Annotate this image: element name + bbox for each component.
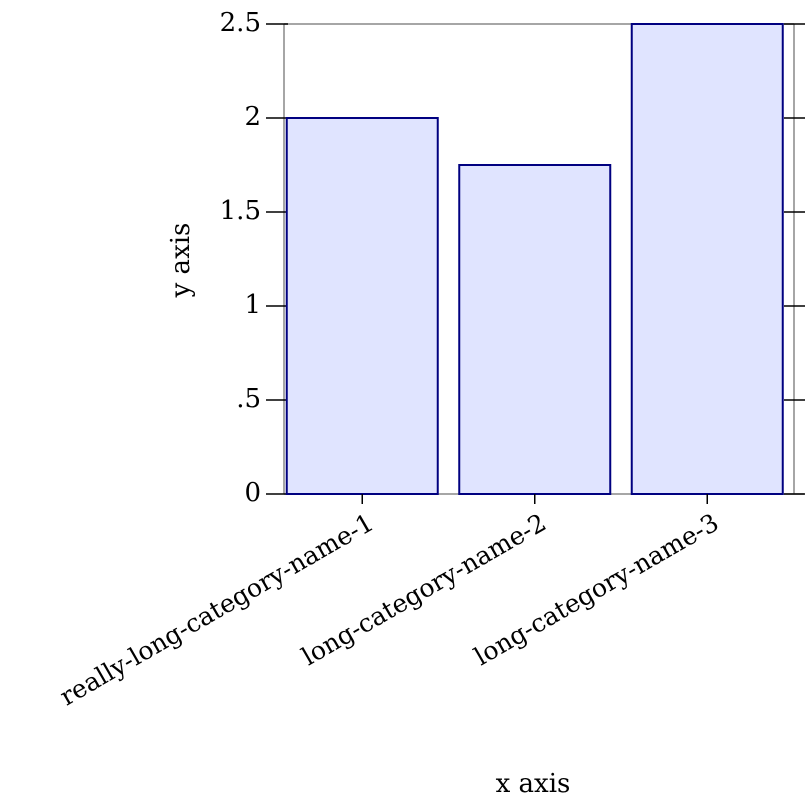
y-tick-label: 0 (244, 478, 261, 508)
x-axis-label: x axis (496, 769, 571, 799)
y-tick-label: .5 (236, 384, 261, 414)
y-tick-label: 1 (244, 290, 261, 320)
y-tick-label: 1.5 (220, 196, 261, 226)
bar (285, 117, 439, 495)
y-tick-label: 2.5 (220, 8, 261, 38)
bar (630, 23, 784, 495)
bar (458, 164, 612, 495)
y-tick-label: 2 (244, 102, 261, 132)
x-tick-label: really-long-category-name-1 (55, 508, 379, 712)
y-axis-label: y axis (166, 223, 196, 299)
